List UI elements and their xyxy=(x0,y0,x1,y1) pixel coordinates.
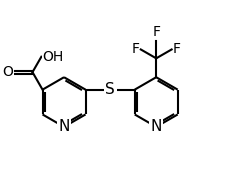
Text: OH: OH xyxy=(42,50,64,64)
Text: S: S xyxy=(105,82,114,97)
Text: F: F xyxy=(152,25,160,39)
Text: N: N xyxy=(150,119,161,134)
Text: F: F xyxy=(131,42,139,56)
Text: F: F xyxy=(172,42,180,56)
Text: O: O xyxy=(3,65,14,79)
Text: N: N xyxy=(58,119,69,134)
